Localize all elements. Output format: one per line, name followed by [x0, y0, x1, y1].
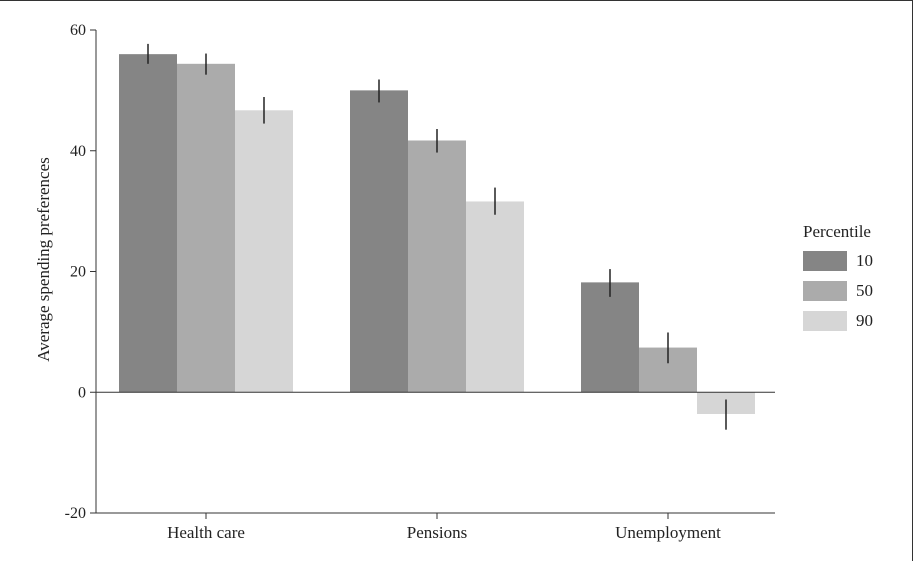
y-tick-label: 20: [70, 264, 86, 281]
x-tick-label: Health care: [167, 523, 245, 542]
bar-health-care-p10: [119, 54, 177, 393]
bars-layer: [119, 54, 755, 414]
legend-title: Percentile: [803, 222, 871, 241]
legend-swatch-p10: [803, 251, 847, 271]
bar-unemployment-p10: [581, 282, 639, 393]
axes-layer: -20 0 20 40 60 Health care Pensions Unemploymen…: [65, 22, 775, 542]
legend-label-p10: 10: [856, 251, 873, 270]
y-tick-label: 60: [70, 22, 86, 39]
y-tick-label: 0: [78, 384, 86, 401]
bar-health-care-p50: [177, 63, 235, 393]
bar-pensions-p10: [350, 90, 408, 393]
legend-label-p50: 50: [856, 281, 873, 300]
legend-swatch-p50: [803, 281, 847, 301]
error-bars-layer: [147, 43, 727, 430]
legend-label-p90: 90: [856, 311, 873, 330]
y-axis-title: Average spending preferences: [34, 157, 53, 362]
bar-pensions-p90: [466, 201, 524, 393]
bar-pensions-p50: [408, 140, 466, 393]
x-tick-label: Pensions: [407, 523, 467, 542]
legend-swatch-p90: [803, 311, 847, 331]
y-tick-label: 40: [70, 143, 86, 160]
x-tick-label: Unemployment: [615, 523, 721, 542]
bar-health-care-p90: [235, 110, 293, 393]
y-tick-label: -20: [65, 505, 86, 522]
legend: Percentile 10 50 90: [803, 222, 873, 331]
